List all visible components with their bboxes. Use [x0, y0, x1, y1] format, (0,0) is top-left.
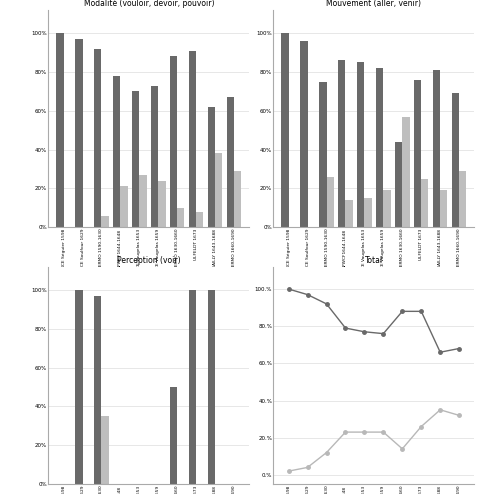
Bar [102, 416, 108, 484]
Bar [208, 290, 215, 484]
Bar [440, 190, 447, 227]
Bar [132, 91, 139, 227]
Bar [459, 171, 467, 227]
Bar [170, 56, 177, 227]
Bar [215, 154, 222, 227]
Bar [421, 179, 428, 227]
Bar [208, 107, 215, 227]
Bar [383, 190, 391, 227]
Bar [94, 296, 102, 484]
Bar [189, 51, 196, 227]
Bar [76, 39, 82, 227]
Bar [227, 97, 234, 227]
Bar [76, 290, 82, 484]
Bar [402, 117, 409, 227]
Bar [121, 187, 128, 227]
Bar [357, 62, 364, 227]
Title: Mouvement (aller, venir): Mouvement (aller, venir) [326, 0, 422, 8]
Bar [113, 76, 121, 227]
Bar [170, 387, 177, 484]
Bar [234, 171, 242, 227]
Bar [433, 70, 440, 227]
Bar [319, 82, 327, 227]
Bar [281, 33, 288, 227]
Bar [177, 208, 184, 227]
Bar [102, 215, 108, 227]
Legend: Mouvement Cl.V Inf., Mouvement V.Cl.inf: Mouvement Cl.V Inf., Mouvement V.Cl.inf [276, 343, 385, 348]
Bar [414, 80, 421, 227]
Bar [395, 142, 402, 227]
Bar [158, 181, 166, 227]
Bar [327, 177, 334, 227]
Bar [139, 175, 147, 227]
Bar [151, 85, 158, 227]
Title: Modalité (vouloir, devoir, pouvoir): Modalité (vouloir, devoir, pouvoir) [84, 0, 214, 8]
Title: Perception (voir): Perception (voir) [117, 255, 181, 265]
Bar [189, 290, 196, 484]
Bar [452, 93, 459, 227]
Bar [94, 49, 102, 227]
Bar [376, 68, 383, 227]
Bar [364, 198, 372, 227]
Bar [346, 200, 353, 227]
Bar [338, 60, 346, 227]
Bar [301, 41, 307, 227]
Bar [196, 212, 203, 227]
Title: Total: Total [365, 255, 383, 265]
Legend: Modalité Cl.V Inf., Modalité V.Cl.inf: Modalité Cl.V Inf., Modalité V.Cl.inf [51, 343, 144, 348]
Bar [56, 33, 63, 227]
